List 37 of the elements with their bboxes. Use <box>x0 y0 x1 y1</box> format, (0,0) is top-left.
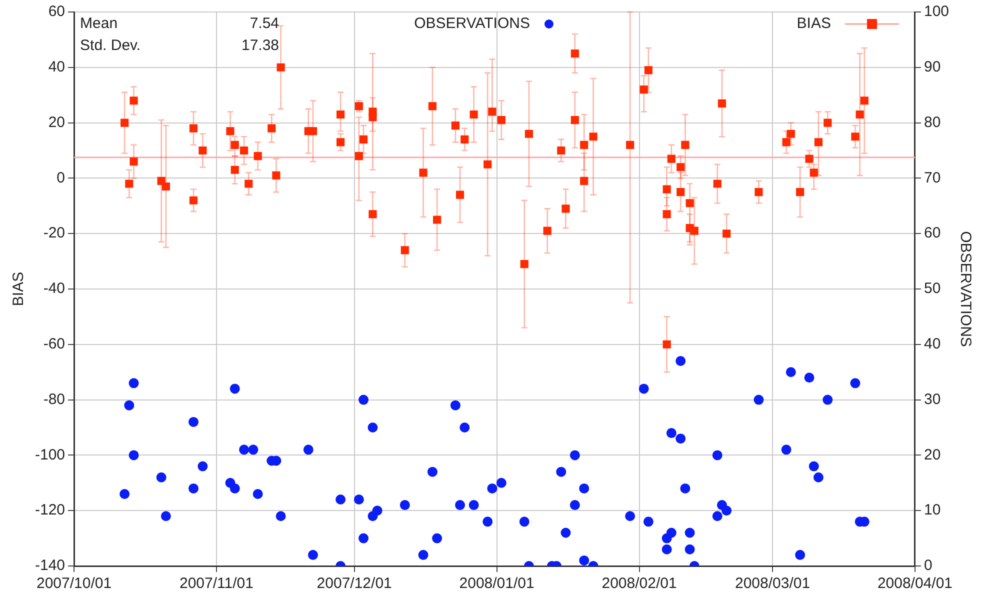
y2-tick-label: 30 <box>924 390 941 408</box>
x-tick-label: 2008/03/01 <box>734 575 810 592</box>
x-tick-label: 2007/11/01 <box>179 575 254 592</box>
annotation: 17.38 <box>241 37 280 54</box>
x-tick-label: 2007/12/01 <box>316 575 392 592</box>
legend-label: OBSERVATIONS <box>414 15 530 32</box>
y-tick-label: -140 <box>34 557 66 574</box>
y-tick-label: 40 <box>48 58 66 76</box>
y2-tick-label: 10 <box>924 502 941 519</box>
y2-tick-label: 50 <box>924 280 941 298</box>
y-tick-label: -60 <box>43 336 66 353</box>
y2-tick-label: 20 <box>924 446 941 464</box>
y2-tick-label: 40 <box>924 336 941 353</box>
y-tick-label: -40 <box>43 280 66 298</box>
y2-tick-label: 100 <box>924 3 950 20</box>
y2-tick-label: 70 <box>924 169 941 186</box>
y-tick-label: -20 <box>43 224 66 242</box>
y-tick-label: 0 <box>56 169 66 186</box>
y-axis-title: BIAS <box>10 272 28 306</box>
y2-tick-label: 90 <box>924 58 941 76</box>
annotation: 7.54 <box>250 15 280 32</box>
y-tick-label: 20 <box>48 114 66 131</box>
y2-tick-label: 0 <box>924 557 932 574</box>
y-tick-label: -80 <box>43 390 66 408</box>
x-tick-label: 2008/01/01 <box>459 575 534 592</box>
x-tick-label: 2008/04/01 <box>877 575 953 592</box>
x-tick-label: 2007/10/01 <box>36 575 112 592</box>
y-tick-label: 60 <box>48 3 66 20</box>
y2-axis-title: OBSERVATIONS <box>956 231 974 347</box>
annotation: Std. Dev. <box>80 37 141 54</box>
y-tick-label: -100 <box>34 446 66 464</box>
y2-tick-label: 80 <box>924 114 941 131</box>
y2-tick-label: 60 <box>924 224 941 242</box>
annotation: Mean <box>80 15 118 32</box>
y-tick-label: -120 <box>34 502 66 519</box>
x-tick-label: 2008/02/01 <box>602 575 677 592</box>
legend-label: BIAS <box>796 15 831 32</box>
